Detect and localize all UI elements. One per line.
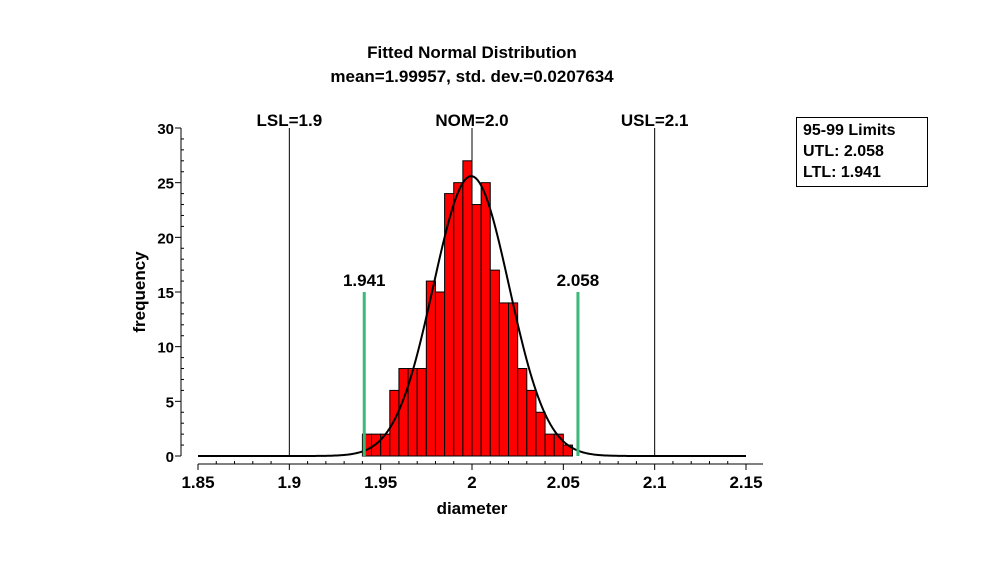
x-tick-label: 1.95 xyxy=(364,473,397,492)
legend: 95-99 Limits UTL: 2.058 LTL: 1.941 xyxy=(796,117,928,187)
histogram-bar xyxy=(544,433,555,457)
histogram-bar xyxy=(471,204,482,457)
histogram-bar xyxy=(434,291,446,457)
spec-label: USL=2.1 xyxy=(621,111,689,130)
y-tick-label: 30 xyxy=(157,121,174,138)
x-tick-label: 2.05 xyxy=(547,473,580,492)
histogram-bar xyxy=(517,368,528,457)
spec-label: NOM=2.0 xyxy=(435,111,508,130)
histogram-bar xyxy=(398,368,409,457)
limit-label: 2.058 xyxy=(557,271,600,290)
histogram-bar xyxy=(489,269,500,457)
fitted-normal-curve xyxy=(198,175,746,457)
histogram-bar xyxy=(526,389,537,457)
histogram-bar xyxy=(480,182,491,457)
x-tick-label: 1.9 xyxy=(278,473,302,492)
histogram-bar xyxy=(389,389,400,457)
histogram-bar xyxy=(508,302,519,457)
y-tick-label: 10 xyxy=(157,340,174,357)
histogram-bar xyxy=(462,160,473,457)
y-tick-label: 15 xyxy=(157,285,174,302)
legend-title: 95-99 Limits xyxy=(803,122,896,139)
histogram-bar xyxy=(498,302,510,457)
x-tick-label: 2.15 xyxy=(729,473,762,492)
x-axis-label: diameter xyxy=(437,499,508,518)
y-axis-label: frequency xyxy=(130,251,149,333)
limit-label: 1.941 xyxy=(343,271,386,290)
y-tick-label: 5 xyxy=(166,394,174,411)
y-tick-label: 25 xyxy=(157,176,174,193)
chart-subtitle: mean=1.99957, std. dev.=0.0207634 xyxy=(330,67,614,86)
x-tick-label: 2.1 xyxy=(643,473,667,492)
histogram-bar xyxy=(535,411,546,457)
y-tick-label: 20 xyxy=(157,230,174,247)
x-tick-label: 1.85 xyxy=(181,473,214,492)
spec-label: LSL=1.9 xyxy=(256,111,322,130)
plot-area: LSL=1.9 NOM=2.0 USL=2.1 1.941 2.058 0 5 10 15 20 2… xyxy=(157,111,763,492)
x-tick-label: 2 xyxy=(467,473,476,492)
histogram-bar xyxy=(453,182,464,457)
chart-title: Fitted Normal Distribution xyxy=(367,43,577,62)
histogram-bar xyxy=(416,368,427,457)
legend-utl: UTL: 2.058 xyxy=(803,143,884,160)
y-tick-label: 0 xyxy=(166,449,174,466)
legend-ltl: LTL: 1.941 xyxy=(803,164,881,181)
